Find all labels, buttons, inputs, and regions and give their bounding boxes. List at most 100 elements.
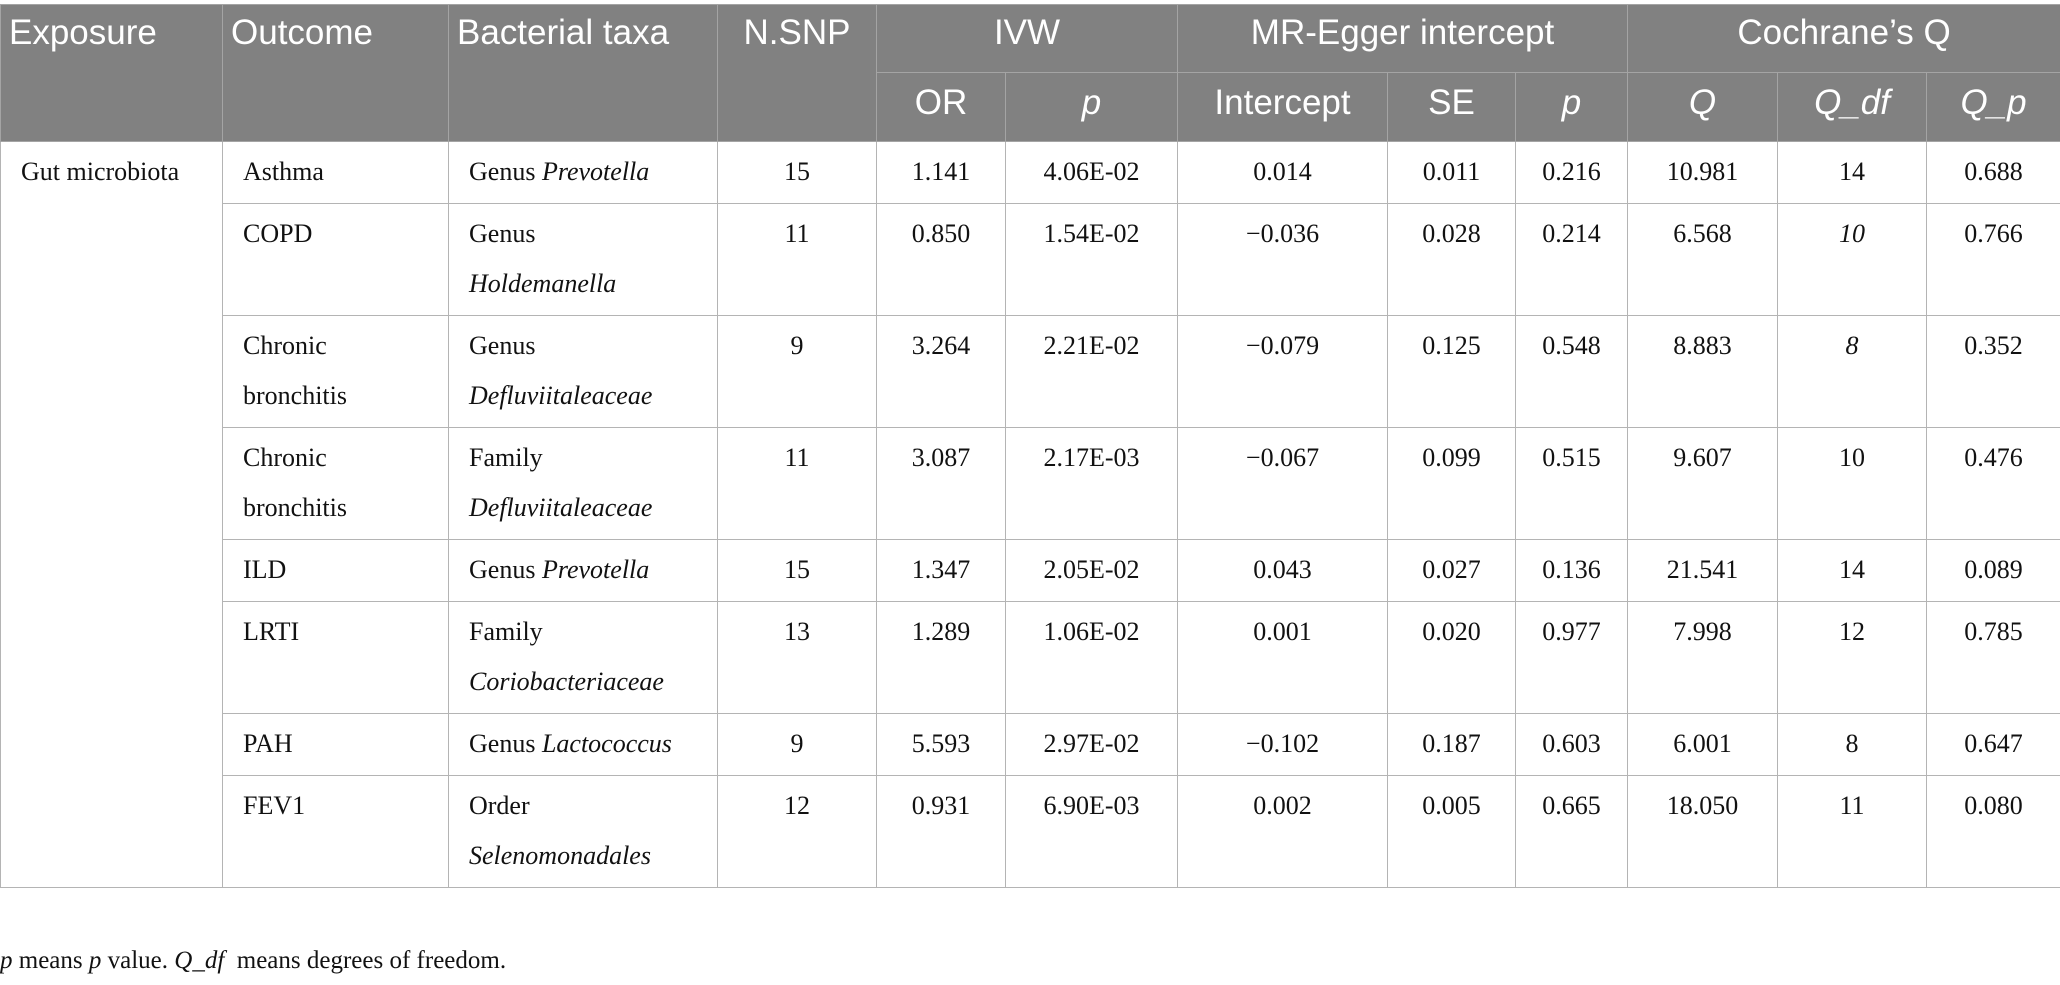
- egger-p-cell: 0.515: [1515, 427, 1629, 540]
- taxa-rank: Genus: [469, 157, 536, 186]
- egger-p-cell-value: 0.665: [1542, 791, 1601, 820]
- n-snp-cell: 11: [717, 203, 877, 316]
- egger-p-cell: 0.136: [1515, 539, 1629, 602]
- q-df-cell-value: 10: [1839, 219, 1866, 248]
- q-p-cell: 0.785: [1926, 601, 2060, 714]
- se-cell-value: 0.020: [1422, 617, 1481, 646]
- outcome-text: COPD: [243, 219, 313, 248]
- q-p-cell: 0.352: [1926, 315, 2060, 428]
- or-cell-value: 1.141: [911, 157, 971, 186]
- q-p-cell: 0.766: [1926, 203, 2060, 316]
- n-snp-cell: 15: [717, 539, 877, 602]
- q-df-cell: 10: [1777, 203, 1928, 316]
- outcome-cell: Asthma: [222, 141, 449, 204]
- bacterial-taxa-cell: Genus Holdemanella: [448, 203, 718, 316]
- taxa-name: Defluviitaleaceae: [469, 493, 653, 522]
- outcome-text: Asthma: [243, 157, 324, 186]
- egger-p-cell: 0.603: [1515, 713, 1629, 776]
- table-body: Gut microbiota Asthma Genus Prevotella 15 1.…: [0, 141, 2060, 888]
- n-snp-cell: 9: [717, 315, 877, 428]
- egger-p-cell-value: 0.977: [1542, 617, 1601, 646]
- table-row: Chronic bronchitis Genus Defluviitaleaceae 9…: [1, 315, 2060, 428]
- outcome-text: Chronic: [243, 331, 327, 360]
- intercept-cell-value: −0.102: [1245, 729, 1320, 758]
- bacterial-taxa-cell: Genus Defluviitaleaceae: [448, 315, 718, 428]
- or-cell: 1.141: [876, 141, 1006, 204]
- ivw-p-cell: 2.97E-02: [1004, 713, 1179, 776]
- intercept-cell: −0.079: [1177, 315, 1389, 428]
- outcome-text: PAH: [243, 729, 293, 758]
- q-p-cell-value: 0.766: [1964, 219, 2023, 248]
- header-outcome: Outcome: [222, 4, 449, 142]
- n-snp-cell: 12: [717, 775, 877, 888]
- bacterial-taxa-cell: Genus Lactococcus: [448, 713, 718, 776]
- q-p-cell: 0.688: [1926, 141, 2060, 204]
- taxa-rank: Order: [469, 791, 530, 820]
- or-cell-value: 3.264: [911, 331, 971, 360]
- se-cell: 0.099: [1387, 427, 1517, 540]
- q-df-cell: 14: [1777, 539, 1928, 602]
- bacterial-taxa-cell: Genus Prevotella: [448, 539, 718, 602]
- taxa-rank: Genus: [469, 331, 536, 360]
- header-intercept: Intercept: [1177, 72, 1389, 142]
- footnote-p-symbol: p: [0, 947, 13, 974]
- taxa-name: Prevotella: [541, 555, 650, 584]
- table-row: COPD Genus Holdemanella 11 0.850 1.54E-02 −0.0…: [1, 203, 2060, 316]
- q-df-cell-value: 14: [1839, 555, 1866, 584]
- ivw-p-cell: 1.06E-02: [1004, 601, 1179, 714]
- or-cell: 1.289: [876, 601, 1006, 714]
- taxa-name: Defluviitaleaceae: [469, 381, 653, 410]
- taxa-rank: Family: [469, 617, 543, 646]
- or-cell-value: 5.593: [911, 729, 971, 758]
- taxa-rank: Genus: [469, 729, 536, 758]
- n-snp-cell: 13: [717, 601, 877, 714]
- header-cochranes-q: Cochrane’s Q: [1627, 4, 2060, 73]
- or-cell: 0.931: [876, 775, 1006, 888]
- q-cell-value: 8.883: [1673, 331, 1732, 360]
- or-cell-value: 0.931: [911, 791, 971, 820]
- q-cell: 7.998: [1627, 601, 1779, 714]
- n-snp-cell-value: 11: [784, 443, 810, 472]
- q-p-cell-value: 0.647: [1964, 729, 2023, 758]
- ivw-p-cell-value: 1.54E-02: [1043, 219, 1140, 248]
- q-cell-value: 7.998: [1673, 617, 1732, 646]
- q-p-cell-value: 0.352: [1964, 331, 2023, 360]
- n-snp-cell-value: 9: [790, 331, 804, 360]
- bacterial-taxa-cell: Family Defluviitaleaceae: [448, 427, 718, 540]
- se-cell: 0.020: [1387, 601, 1517, 714]
- se-cell-value: 0.099: [1422, 443, 1481, 472]
- or-cell: 5.593: [876, 713, 1006, 776]
- table-row: PAH Genus Lactococcus 9 5.593 2.97E-02 −0.102…: [1, 713, 2060, 776]
- footnote-qdf-symbol: Q_df: [174, 947, 225, 974]
- ivw-p-cell-value: 2.17E-03: [1043, 443, 1140, 472]
- ivw-p-cell-value: 2.21E-02: [1043, 331, 1140, 360]
- header-q-p: Q_p: [1926, 72, 2060, 142]
- or-cell: 3.087: [876, 427, 1006, 540]
- taxa-rank: Genus: [469, 555, 536, 584]
- outcome-text: LRTI: [243, 617, 300, 646]
- ivw-p-cell-value: 1.06E-02: [1043, 617, 1140, 646]
- egger-p-cell-value: 0.216: [1542, 157, 1601, 186]
- or-cell-value: 3.087: [911, 443, 971, 472]
- ivw-p-cell: 2.17E-03: [1004, 427, 1179, 540]
- se-cell-value: 0.125: [1422, 331, 1481, 360]
- q-cell-value: 6.568: [1673, 219, 1732, 248]
- se-cell: 0.005: [1387, 775, 1517, 888]
- table-row: Gut microbiota Asthma Genus Prevotella 15 1.…: [0, 141, 2060, 888]
- q-p-cell: 0.476: [1926, 427, 2060, 540]
- egger-p-cell: 0.548: [1515, 315, 1629, 428]
- se-cell: 0.011: [1387, 141, 1517, 204]
- taxa-rank: Genus: [469, 219, 536, 248]
- intercept-cell: 0.001: [1177, 601, 1389, 714]
- intercept-cell: 0.014: [1177, 141, 1389, 204]
- header-se: SE: [1387, 72, 1517, 142]
- q-cell: 6.568: [1627, 203, 1779, 316]
- outcome-cell: FEV1: [222, 775, 449, 888]
- q-df-cell-value: 8: [1845, 331, 1859, 360]
- q-p-cell: 0.089: [1926, 539, 2060, 602]
- egger-p-cell: 0.216: [1515, 141, 1629, 204]
- q-p-cell-value: 0.080: [1964, 791, 2023, 820]
- header-n-snp: N.SNP: [717, 4, 877, 142]
- egger-p-cell-value: 0.214: [1542, 219, 1601, 248]
- table-row: FEV1 Order Selenomonadales 12 0.931 6.90E-03 0…: [1, 775, 2060, 888]
